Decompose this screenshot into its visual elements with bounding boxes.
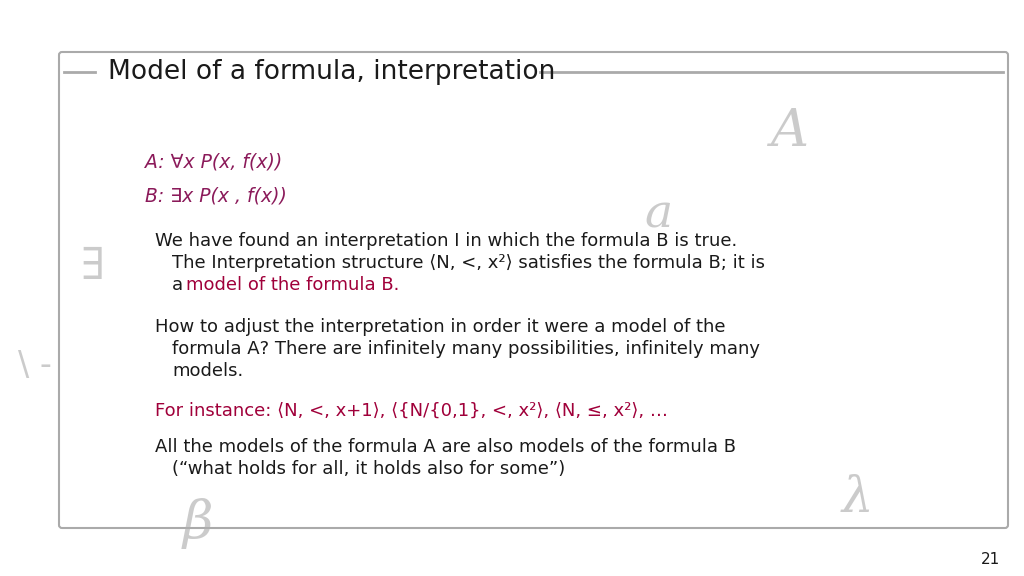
Text: A: A [770,106,808,157]
Text: models.: models. [172,362,244,380]
Text: All the models of the formula A are also models of the formula B: All the models of the formula A are also… [155,438,736,456]
Text: For instance: ⟨N, <, x+1⟩, ⟨{N/{0,1}, <, x²⟩, ⟨N, ≤, x²⟩, …: For instance: ⟨N, <, x+1⟩, ⟨{N/{0,1}, <,… [155,402,668,420]
Text: B: ∃x P(x , f(x)): B: ∃x P(x , f(x)) [145,187,287,206]
Text: λ: λ [842,474,873,524]
Text: formula A? There are infinitely many possibilities, infinitely many: formula A? There are infinitely many pos… [172,340,760,358]
Text: Model of a formula, interpretation: Model of a formula, interpretation [108,59,555,85]
Text: \ -: \ - [18,348,52,381]
Text: 21: 21 [981,552,1000,567]
Text: model of the formula B.: model of the formula B. [186,276,399,294]
Text: a: a [172,276,188,294]
Text: a: a [644,192,672,237]
FancyBboxPatch shape [59,52,1008,528]
Text: (“what holds for all, it holds also for some”): (“what holds for all, it holds also for … [172,460,565,478]
Text: How to adjust the interpretation in order it were a model of the: How to adjust the interpretation in orde… [155,318,725,336]
Text: We have found an interpretation I in which the formula B is true.: We have found an interpretation I in whi… [155,232,737,250]
Text: The Interpretation structure ⟨N, <, x²⟩ satisfies the formula B; it is: The Interpretation structure ⟨N, <, x²⟩ … [172,254,765,272]
Text: β: β [182,498,213,549]
Text: A: ∀x P(x, f(x)): A: ∀x P(x, f(x)) [145,153,283,172]
Text: ∃: ∃ [80,245,104,288]
